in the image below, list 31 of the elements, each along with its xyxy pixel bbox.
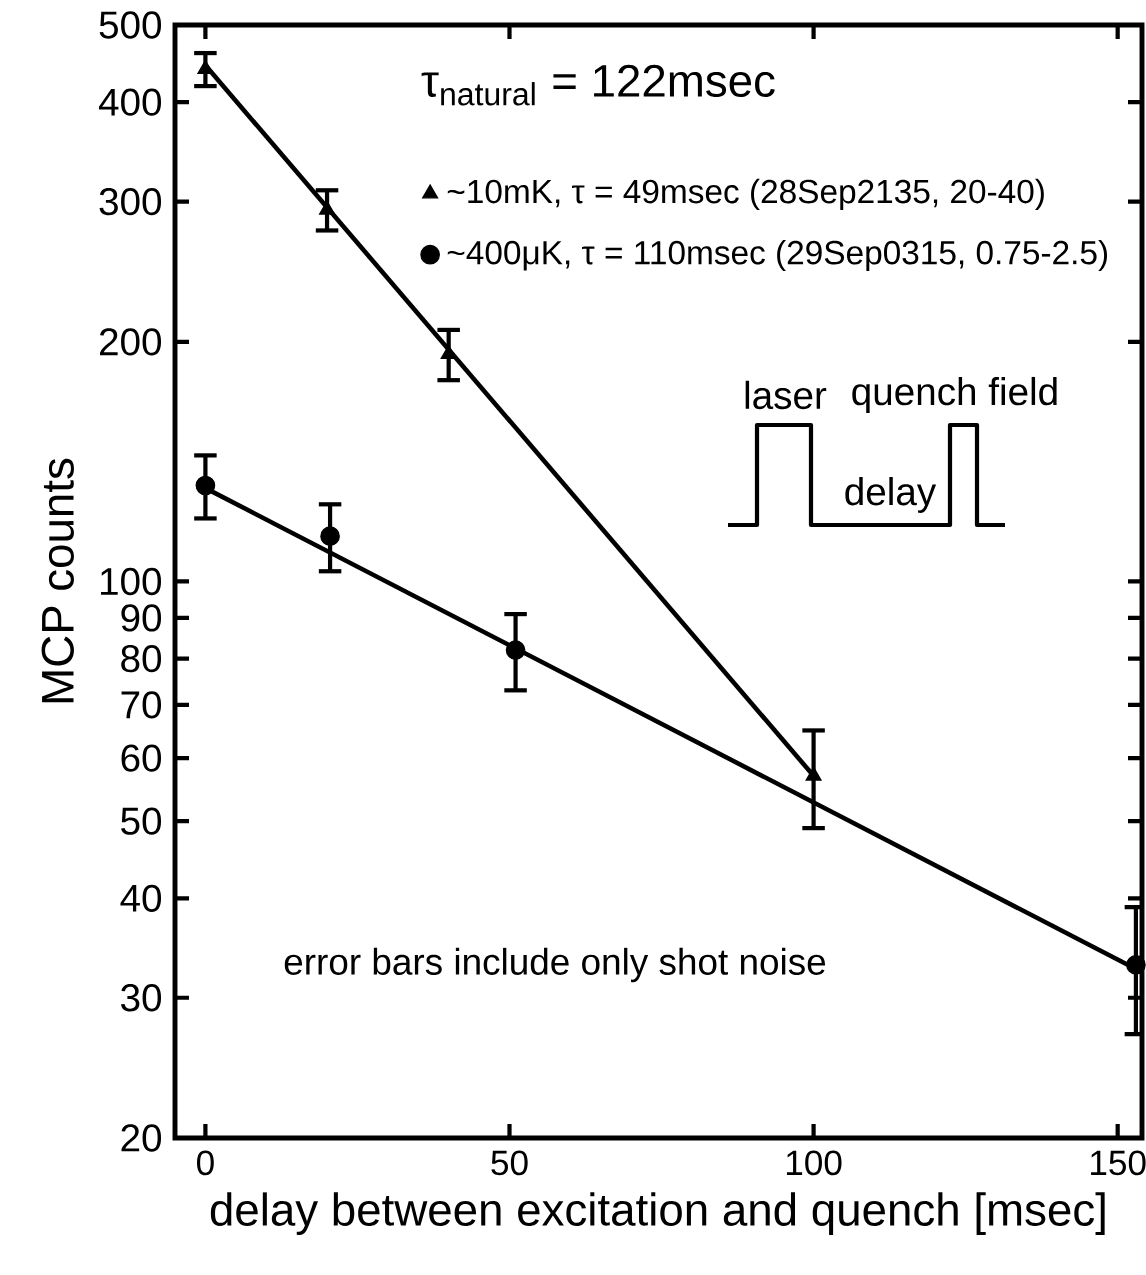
x-tick-label: 100 [786, 1150, 842, 1176]
y-tick-label: 40 [120, 884, 162, 912]
y-tick-label: 90 [121, 604, 162, 632]
legend-label: ~10mK, τ = 49msec (28Sep2135, 20-40) [447, 178, 1044, 211]
y-tick-label: 20 [121, 1124, 162, 1152]
x-tick-label: 0 [197, 1150, 214, 1176]
y-tick-label: 400 [98, 88, 162, 116]
y-tick-label: 60 [121, 744, 162, 772]
y-tick-label: 300 [99, 187, 162, 216]
y-tick-label: 30 [121, 984, 162, 1012]
annotation: delay [845, 477, 937, 513]
annotation: error bars include only shot noise [284, 947, 826, 983]
annotation: laser [745, 380, 827, 410]
point [195, 475, 216, 496]
point [197, 60, 214, 75]
x-tick-label: 150 [1091, 1150, 1146, 1176]
y-tick-label: 80 [121, 644, 162, 673]
x-axis-title: delay between excitation and quench [msec] [210, 1192, 1105, 1235]
y-tick-label: 50 [121, 807, 162, 835]
point [320, 526, 340, 547]
legend-label: ~400μK, τ = 110msec (29Sep0315, 0.75-2.5) [447, 239, 1108, 272]
x-tick-label: 50 [491, 1150, 528, 1176]
y-tick-label: 100 [101, 567, 162, 596]
point [505, 640, 526, 660]
y-tick-label: 200 [100, 328, 162, 356]
y-tick-label: 500 [99, 11, 162, 39]
annotation: quench field [852, 376, 1057, 413]
y-axis-title: MCP counts [41, 458, 74, 703]
annotation: τ$_{natural}$ = 122msec [421, 64, 775, 106]
point [805, 766, 822, 781]
y-tick-label: 70 [121, 691, 162, 719]
